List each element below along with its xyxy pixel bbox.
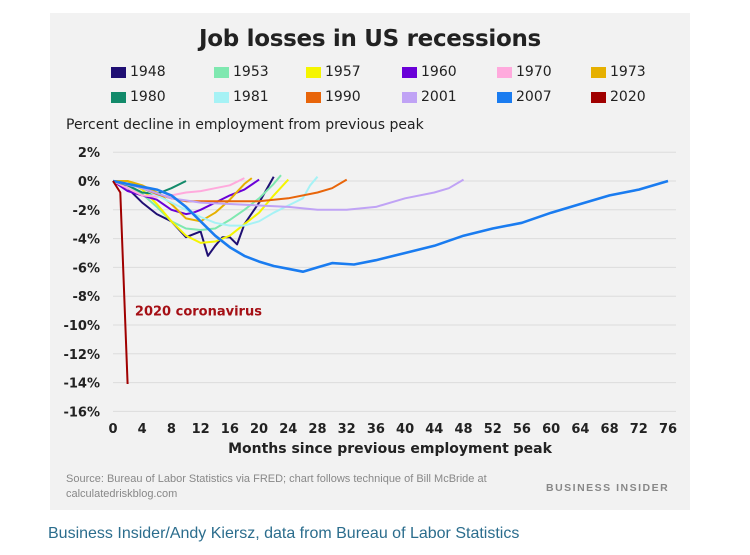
legend-label: 1980 (130, 89, 166, 105)
y-tick-label: -8% (73, 290, 100, 305)
legend-swatch (591, 66, 606, 78)
image-caption: Business Insider/Andy Kiersz, data from … (48, 525, 520, 542)
series-line-1970 (112, 177, 245, 198)
x-tick-label: 40 (396, 422, 414, 437)
legend-swatch (402, 66, 417, 78)
y-tick-label: -6% (73, 261, 100, 276)
legend-item-1957: 1957 (306, 64, 361, 80)
legend-swatch (591, 91, 606, 103)
legend-label: 1973 (610, 64, 646, 80)
y-tick-label: -12% (63, 348, 100, 363)
x-tick-label: 44 (425, 422, 443, 437)
y-tick-label: 2% (78, 146, 100, 161)
x-tick-label: 68 (601, 422, 619, 437)
brand-logo: BUSINESS INSIDER (546, 482, 670, 494)
legend-swatch (497, 91, 512, 103)
legend-item-2020: 2020 (591, 89, 646, 105)
legend-label: 2007 (516, 89, 552, 105)
legend-item-1990: 1990 (306, 89, 361, 105)
x-tick-label: 4 (138, 422, 147, 437)
x-tick-label: 60 (542, 422, 560, 437)
y-tick-label: -14% (63, 377, 100, 392)
legend-label: 2020 (610, 89, 646, 105)
legend-label: 2001 (421, 89, 457, 105)
series-line-1948 (112, 176, 275, 257)
legend-item-1981: 1981 (214, 89, 269, 105)
x-tick-label: 56 (513, 422, 531, 437)
legend-item-1970: 1970 (497, 64, 552, 80)
legend-item-1973: 1973 (591, 64, 646, 80)
x-tick-label: 24 (279, 422, 297, 437)
legend-swatch (306, 91, 321, 103)
legend-swatch (402, 91, 417, 103)
legend-swatch (214, 91, 229, 103)
legend-item-2007: 2007 (497, 89, 552, 105)
chart-title: Job losses in US recessions (199, 26, 541, 52)
y-tick-label: -4% (73, 233, 100, 248)
x-tick-label: 36 (367, 422, 385, 437)
legend-item-1953: 1953 (214, 64, 269, 80)
x-tick-label: 52 (484, 422, 502, 437)
source-note: Source: Bureau of Labor Statistics via F… (66, 473, 487, 500)
legend-label: 1953 (233, 64, 269, 80)
legend-item-1980: 1980 (111, 89, 166, 105)
legend-swatch (111, 91, 126, 103)
legend-label: 1970 (516, 64, 552, 80)
legend-label: 1960 (421, 64, 457, 80)
x-tick-label: 32 (338, 422, 356, 437)
x-tick-label: 12 (192, 422, 210, 437)
x-tick-label: 72 (630, 422, 648, 437)
legend-swatch (497, 66, 512, 78)
legend-label: 1990 (325, 89, 361, 105)
annotation-2020-coronavirus: 2020 coronavirus (135, 305, 262, 320)
x-tick-label: 64 (571, 422, 589, 437)
x-axis-label: Months since previous employment peak (228, 441, 552, 457)
legend-item-1960: 1960 (402, 64, 457, 80)
legend-item-1948: 1948 (111, 64, 166, 80)
series-line-1953 (112, 174, 282, 231)
series-line-2007 (112, 179, 669, 273)
legend-label: 1981 (233, 89, 269, 105)
x-tick-label: 0 (108, 422, 117, 437)
y-tick-label: 0% (78, 175, 100, 190)
x-tick-label: 48 (454, 422, 472, 437)
legend-swatch (214, 66, 229, 78)
x-tick-label: 76 (659, 422, 677, 437)
x-tick-label: 8 (167, 422, 176, 437)
y-tick-label: -2% (73, 204, 100, 219)
x-tick-label: 28 (308, 422, 326, 437)
x-tick-label: 16 (221, 422, 239, 437)
legend-swatch (306, 66, 321, 78)
y-axis-label: Percent decline in employment from previ… (66, 117, 424, 133)
legend-label: 1948 (130, 64, 166, 80)
series-line-2020 (112, 180, 129, 385)
series-line-1973 (113, 177, 253, 223)
legend-item-2001: 2001 (402, 89, 457, 105)
series-line-1957 (113, 178, 290, 244)
x-tick-label: 20 (250, 422, 268, 437)
y-tick-label: -10% (63, 319, 100, 334)
y-tick-label: -16% (63, 405, 100, 420)
legend-label: 1957 (325, 64, 361, 80)
legend-swatch (111, 66, 126, 78)
